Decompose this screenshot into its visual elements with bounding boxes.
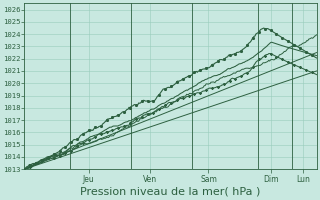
X-axis label: Pression niveau de la mer( hPa ): Pression niveau de la mer( hPa ) (80, 187, 261, 197)
